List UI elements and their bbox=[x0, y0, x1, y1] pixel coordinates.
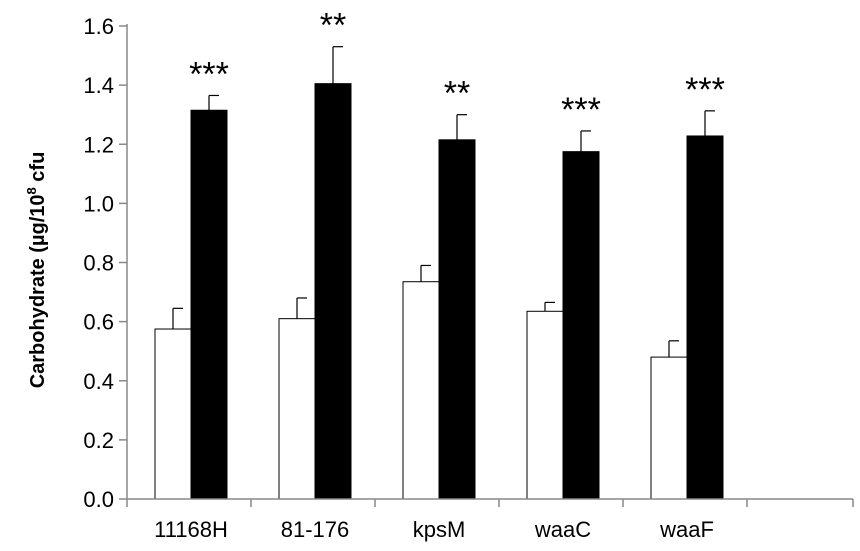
bar-white bbox=[650, 356, 688, 500]
x-tick-label: waaF bbox=[659, 517, 714, 542]
y-tick-label: 1.0 bbox=[83, 191, 114, 216]
y-tick-label: 1.2 bbox=[83, 132, 114, 157]
significance-marker: *** bbox=[189, 55, 229, 93]
error-bars bbox=[172, 46, 715, 358]
bar-black bbox=[562, 151, 600, 500]
y-axis-label-main: Carbohydrate (µg/10 bbox=[27, 195, 49, 389]
bar-black bbox=[190, 109, 228, 500]
y-axis-label-superscript: 8 bbox=[24, 187, 39, 194]
bars bbox=[154, 83, 724, 500]
y-tick-label: 0.0 bbox=[83, 487, 114, 512]
bar-white bbox=[154, 328, 192, 500]
svg-text:Carbohydrate (µg/108 cfu: Carbohydrate (µg/108 cfu bbox=[24, 152, 49, 389]
significance-marker: *** bbox=[561, 91, 601, 129]
bar-white bbox=[278, 318, 316, 500]
y-tick-label: 0.6 bbox=[83, 310, 114, 335]
x-axis-labels: 11168H 81-176 kpsM waaC waaF bbox=[154, 517, 714, 542]
bar-white bbox=[402, 281, 440, 500]
y-axis-label-tail: cfu bbox=[27, 152, 49, 188]
y-tick-label: 1.6 bbox=[83, 14, 114, 39]
y-tick-label: 0.4 bbox=[83, 369, 114, 394]
x-tick-label: 11168H bbox=[154, 517, 228, 542]
y-axis-label: Carbohydrate (µg/108 cfu bbox=[24, 152, 49, 389]
axes bbox=[126, 24, 854, 507]
significance-marker: ** bbox=[444, 75, 470, 113]
significance-marker: ** bbox=[320, 7, 346, 45]
x-tick-label: 81-176 bbox=[281, 517, 350, 542]
y-tick-label: 1.4 bbox=[83, 73, 114, 98]
bar-black bbox=[686, 135, 724, 500]
y-tick-label: 0.2 bbox=[83, 428, 114, 453]
y-tick-label: 0.8 bbox=[83, 251, 114, 276]
bar-black bbox=[314, 83, 352, 500]
y-axis-ticks: 0.0 0.2 0.4 0.6 0.8 1.0 1.2 1.4 1.6 bbox=[83, 14, 127, 512]
x-tick-label: kpsM bbox=[413, 517, 466, 542]
significance-markers: ******* ****** bbox=[189, 7, 725, 129]
significance-marker: *** bbox=[685, 71, 725, 109]
bar-white bbox=[526, 310, 564, 500]
x-tick-label: waaC bbox=[534, 517, 591, 542]
bar-black bbox=[438, 139, 476, 500]
